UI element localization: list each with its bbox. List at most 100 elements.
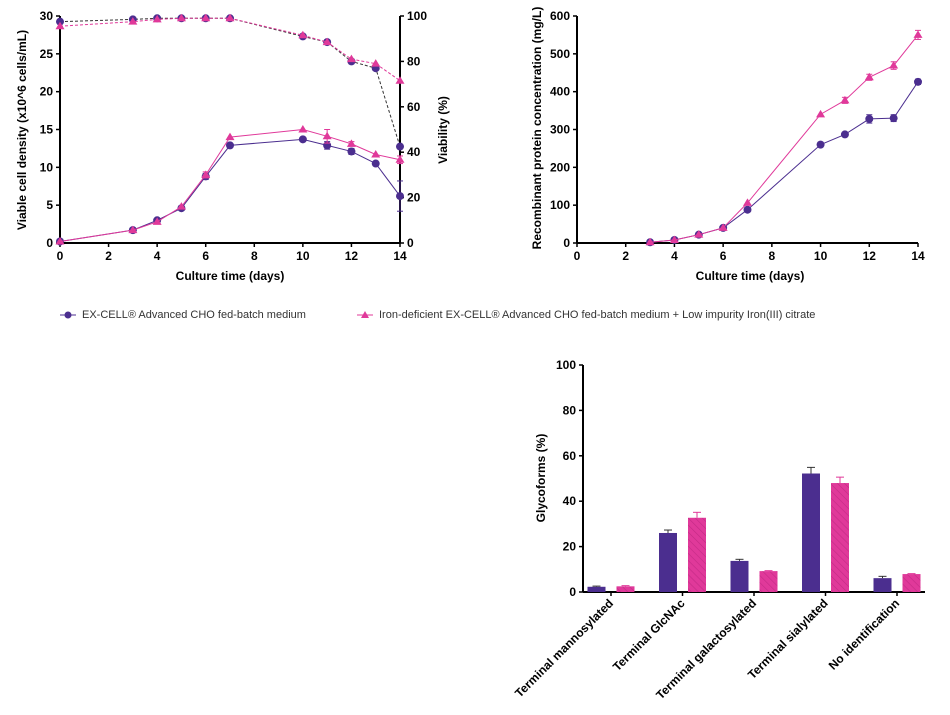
chart1-y-tick-label: 10 [40,160,54,174]
legend-item-iron-deficient: Iron-deficient EX-CELL® Advanced CHO fed… [357,309,815,321]
chart2-series-1-point [669,235,679,243]
chart1-series-2-line [59,17,401,147]
chart2-series-0-point [840,130,849,139]
chart2-y-tick-label: 600 [550,9,570,23]
chart2-x-tick-label: 2 [622,249,629,263]
chart1-y2label: Viability (%) [436,96,450,164]
chart1-series-3-point [128,17,138,25]
chart1-series-1-point [395,155,405,163]
chart2-series-1-point [864,72,874,81]
chart1-series-3-point [201,13,211,22]
chart2-series-1-point [718,223,728,231]
chart1-series-3-point [152,14,162,23]
chart2-series-0-point [743,205,752,214]
chart1-series-2-point [396,142,404,151]
chart2-series-0-point [889,114,898,123]
chart2-ylabel: Recombinant protein concentration (mg/L) [530,7,544,250]
chart1-series-3-point [371,59,381,67]
chart1-series-1-point [298,125,308,133]
chart2-x-tick-label: 8 [769,249,776,263]
chart3-bar-0 [659,532,677,592]
chart1-series-3-point [322,37,332,46]
chart3-bar-1 [759,571,778,592]
chart2-series-1-point [743,198,752,206]
legend-circle-marker-icon [60,311,76,319]
chart1-x-tick-label: 2 [105,249,112,263]
vcd-viability-chart: Culture time (days) Viable cell density … [15,9,450,283]
chart3-bar-0 [730,560,749,592]
chart1-series-1-point [176,202,186,210]
chart1-x-tick-label: 8 [251,249,258,263]
chart1-y-tick-label: 15 [40,123,54,137]
chart1-y-tick-label: 25 [40,47,54,61]
chart3-y-tick-label: 80 [563,403,577,417]
chart1-y-tick-label: 30 [40,9,54,23]
legend-item-excell: EX-CELL® Advanced CHO fed-batch medium [60,309,306,321]
chart1-series-2-point [56,17,64,26]
chart2-series-1-point [694,230,704,238]
chart1-series-0-point [396,192,404,201]
chart1-x-tick-label: 10 [296,249,310,263]
chart2-x-tick-label: 0 [574,249,581,263]
chart1-series-0-point [371,159,380,168]
chart3-bar-1 [831,483,849,592]
chart3-x-tick-label: No identification [826,596,902,672]
chart1-series-1-point [322,131,332,140]
chart2-x-tick-label: 12 [863,249,877,263]
chart3-y-tick-label: 100 [556,358,576,372]
chart3-y-tick-label: 0 [569,585,576,599]
chart3-bar-0 [587,586,606,592]
chart1-series-1-point [225,132,235,141]
chart1-series-3-point [176,13,186,22]
chart3-y-tick-label: 40 [563,494,577,508]
chart3-bar-1 [616,586,635,592]
chart1-series-1-point [55,236,65,245]
chart1-series-1-point [371,149,381,158]
chart2-series-1-point [840,95,850,104]
chart2-series-1-point [816,109,826,118]
chart2-y-tick-label: 100 [550,198,570,212]
chart3-bar-1 [902,574,921,592]
chart2-y-tick-label: 200 [550,160,570,174]
chart3-x-tick-label: Terminal sialylated [745,596,831,682]
legend-triangle-marker-icon [357,311,373,318]
chart1-series-1-point [201,170,211,178]
chart2-series-0-point [865,114,874,123]
chart3-bar-0 [873,578,892,592]
chart1-series-3-point [225,13,235,22]
chart1-x-tick-label: 12 [345,249,359,263]
chart2-series-1-line [650,34,919,243]
chart3-x-tick-label: Terminal GlcNAc [610,596,688,674]
chart1-y2-tick-label: 80 [407,54,421,68]
chart1-series-0-point [347,147,356,156]
chart2-y-tick-label: 400 [550,85,570,99]
chart2-x-tick-label: 6 [720,249,727,263]
chart2-marks: 0 2 4 6 8 10 12 14 0 100 200 300 400 500 600 [550,9,925,263]
chart1-series-3-line [59,17,401,82]
chart2-y-tick-label: 500 [550,47,570,61]
chart1-series-0-point [226,141,234,150]
chart1-series-3-point [346,54,356,63]
chart1-y2-tick-label: 60 [407,100,421,114]
protein-concentration-chart: Culture time (days) Recombinant protein … [530,7,925,283]
chart1-series-3-point [55,21,65,30]
chart2-xlabel: Culture time (days) [696,269,805,283]
chart1-y-tick-label: 5 [46,198,53,212]
chart3-bar-0 [802,473,820,592]
legend-label-excell: EX-CELL® Advanced CHO fed-batch medium [82,309,306,321]
chart1-series-3-point [298,30,308,39]
chart1-y-tick-label: 20 [40,85,54,99]
chart2-series-1-point [645,237,655,246]
chart2-y-tick-label: 300 [550,123,570,137]
chart3-y-tick-label: 60 [563,449,577,463]
chart2-series-1-point [913,30,923,38]
chart2-y-tick-label: 0 [563,236,570,250]
chart1-xlabel: Culture time (days) [176,269,285,283]
chart2-series-1-point [889,61,899,69]
chart1-series-0-point [298,135,307,144]
chart3-ylabel: Glycoforms (%) [534,434,548,523]
